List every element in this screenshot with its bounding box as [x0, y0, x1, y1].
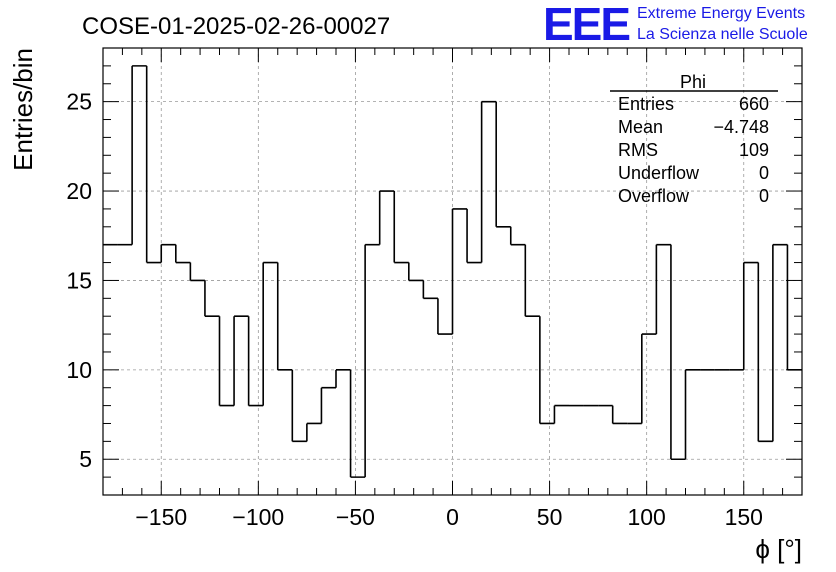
- histogram-bin: [145, 65, 162, 264]
- stats-row-value: 109: [739, 140, 769, 160]
- histogram-bin: [553, 404, 569, 424]
- x-tick-label: −50: [336, 504, 375, 530]
- histogram-bin: [364, 243, 380, 478]
- histogram-bin: [175, 244, 191, 264]
- x-tick-label: 150: [725, 504, 763, 530]
- histogram-bin: [466, 208, 482, 264]
- histogram-bin: [684, 369, 701, 460]
- x-tick-labels: −150 −100 −50 0 50 100 150: [135, 504, 763, 530]
- histogram-bin: [306, 422, 322, 442]
- histogram-bin: [611, 405, 628, 425]
- histogram-bin: [131, 65, 147, 245]
- axis-ticks: [102, 47, 803, 496]
- run-title: COSE-01-2025-02-26-00027: [82, 13, 390, 40]
- y-tick-label: 25: [66, 89, 92, 115]
- histogram-bin: [393, 191, 409, 264]
- histogram-bin: [480, 100, 497, 263]
- y-tick-label: 15: [66, 267, 92, 293]
- stats-box: Phi Entries 660 Mean −4.748 RMS 109 Underflow 0…: [610, 72, 778, 206]
- histogram-bin: [189, 262, 205, 282]
- x-tick-label: −100: [232, 504, 284, 530]
- histogram-bin: [335, 369, 351, 388]
- eee-logo-text: EEE: [543, 0, 629, 50]
- stats-row-value: −4.748: [713, 117, 769, 137]
- histogram-bin: [524, 244, 540, 317]
- histogram-bin: [451, 208, 468, 335]
- histogram-bin: [655, 243, 671, 335]
- x-tick-label: 100: [627, 504, 665, 530]
- histogram-bin: [408, 262, 424, 282]
- stats-row-label: Overflow: [618, 186, 690, 206]
- histogram-bin: [233, 315, 249, 406]
- y-axis-title: Entries/bin: [8, 48, 38, 171]
- stats-title: Phi: [680, 72, 706, 92]
- stats-row-label: Entries: [618, 94, 674, 114]
- x-tick-label: 0: [446, 504, 459, 530]
- histogram-bin: [437, 298, 453, 335]
- eee-logo-line1: Extreme Energy Events: [637, 5, 805, 22]
- stats-row-value: 0: [759, 186, 769, 206]
- histogram-bin: [291, 369, 307, 443]
- y-tick-labels: 5 10 15 20 25: [66, 89, 92, 473]
- histogram-bin: [204, 280, 220, 317]
- y-tick-label: 10: [66, 357, 92, 383]
- y-tick-label: 20: [66, 178, 92, 204]
- histogram-bin: [247, 316, 264, 407]
- stats-row-value: 660: [739, 94, 769, 114]
- histogram-bin: [495, 101, 511, 228]
- stats-row-value: 0: [759, 163, 769, 183]
- histogram-bin: [539, 316, 555, 425]
- stats-row-label: RMS: [618, 140, 658, 160]
- histogram-bin: [422, 280, 438, 300]
- histogram-bin: [320, 386, 336, 424]
- histogram-bin: [641, 333, 657, 424]
- stats-row-label: Underflow: [618, 163, 700, 183]
- histogram-bin: [378, 190, 395, 245]
- histogram-bin: [670, 244, 686, 461]
- stats-row-label: Mean: [618, 117, 663, 137]
- eee-logo-line2: La Scienza nelle Scuole: [637, 26, 808, 43]
- histogram-bin: [262, 261, 278, 406]
- x-tick-label: −150: [135, 504, 187, 530]
- x-tick-label: 50: [537, 504, 563, 530]
- histogram-bin: [772, 243, 788, 442]
- eee-logo: EEE Extreme Energy Events La Scienza nel…: [543, 0, 808, 50]
- stats-rows: Entries 660 Mean −4.748 RMS 109 Underflow 0 Over…: [618, 94, 769, 206]
- histogram-bin: [509, 226, 526, 246]
- histogram-bin: [757, 262, 773, 443]
- histogram-bin: [276, 262, 293, 371]
- histogram-bin: [160, 243, 176, 263]
- x-axis-title: ϕ [°]: [755, 534, 802, 564]
- histogram-bin: [786, 244, 802, 371]
- histogram-bin: [742, 261, 759, 370]
- histogram-bin: [349, 369, 366, 478]
- histogram-bin: [218, 316, 235, 407]
- y-tick-label: 5: [79, 446, 92, 472]
